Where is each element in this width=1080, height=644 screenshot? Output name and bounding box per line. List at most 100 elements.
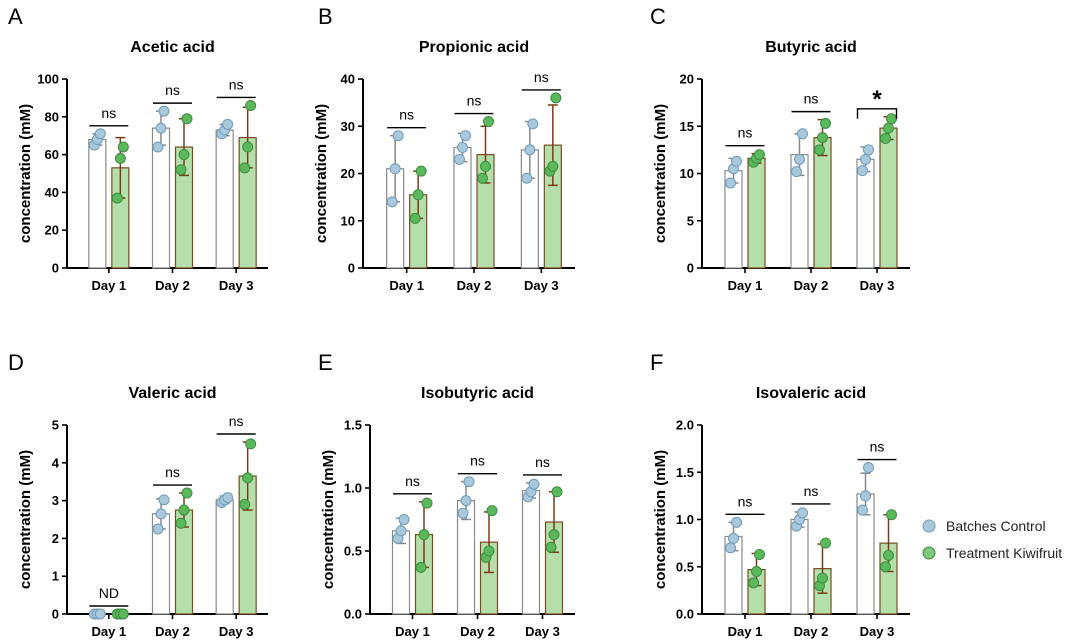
significance-label: ns [467, 93, 482, 109]
data-point-treatment [117, 141, 129, 153]
x-tick-label: Day 1 [395, 624, 430, 639]
data-point-control [863, 462, 874, 474]
significance-label: ns [405, 473, 420, 489]
panel-c: C Butyric acid concentration (mM) 0 5 10 15 20 D… [650, 4, 910, 293]
x-tick-label: Day 2 [155, 278, 190, 293]
chart-title: Isobutyric acid [421, 385, 534, 402]
y-axis-label: concentration (mM) [17, 450, 34, 589]
chart-title: Isovaleric acid [756, 385, 866, 402]
data-point-control [457, 507, 469, 519]
data-point-treatment [415, 561, 427, 573]
y-tick-label: 10 [341, 213, 355, 228]
y-tick-label: 30 [341, 119, 355, 134]
panel-letter: C [650, 4, 666, 29]
data-point-treatment [886, 113, 897, 125]
data-point-treatment [418, 529, 430, 541]
x-tick-label: Day 1 [728, 624, 763, 639]
chart-title: Valeric acid [128, 385, 216, 402]
significance-label: ns [229, 76, 244, 92]
y-tick-label: 1.0 [676, 512, 694, 527]
data-point-treatment [477, 172, 488, 184]
legend-marker-treatment [922, 546, 936, 560]
data-point-treatment [820, 537, 831, 549]
data-point-control [857, 504, 868, 516]
y-tick-label: 0 [348, 261, 355, 276]
x-tick-label: Day 3 [524, 278, 559, 293]
x-tick-label: Day 1 [728, 278, 763, 293]
data-point-control [460, 130, 471, 142]
data-point-control [152, 141, 164, 153]
significance-label: ns [535, 454, 550, 470]
significance-label: ns [165, 464, 180, 480]
panel-letter: E [318, 350, 333, 375]
data-point-treatment [820, 117, 831, 129]
bar-treatment [813, 136, 832, 269]
y-tick-label: 10 [680, 166, 694, 181]
y-tick-label: 40 [45, 185, 59, 200]
x-tick-label: Day 3 [860, 624, 895, 639]
y-tick-label: 1.5 [676, 465, 694, 480]
data-point-control [158, 105, 170, 117]
data-point-control [794, 153, 805, 165]
data-point-treatment [242, 141, 254, 153]
x-tick-label: Day 2 [155, 624, 190, 639]
data-point-treatment [409, 212, 421, 224]
x-tick-label: Day 3 [860, 278, 895, 293]
data-point-control [857, 165, 868, 177]
significance-label: ns [399, 107, 414, 123]
y-tick-label: 100 [37, 72, 59, 87]
legend-label-treatment: Treatment Kiwifruit [946, 545, 1062, 561]
data-point-treatment [239, 162, 251, 174]
data-point-treatment [817, 132, 828, 144]
y-tick-label: 1 [52, 569, 59, 584]
data-point-treatment [886, 509, 897, 521]
data-point-treatment [817, 572, 828, 584]
data-point-control [389, 163, 401, 175]
data-point-control [797, 507, 808, 519]
panel-d: D Valeric acid concentration (mM) 0 1 2 3 4 5 Day… [8, 350, 268, 639]
significance-label: ns [738, 493, 753, 509]
y-tick-label: 5 [52, 418, 59, 433]
significance-label: ns [101, 105, 116, 121]
data-point-control [222, 492, 234, 504]
data-point-control [728, 532, 739, 544]
data-point-treatment [883, 549, 894, 561]
data-point-treatment [880, 133, 891, 145]
data-point-control [94, 128, 106, 140]
data-point-control [528, 478, 540, 490]
data-point-treatment [114, 152, 126, 164]
data-point-treatment [880, 561, 891, 573]
y-tick-label: 2 [52, 531, 59, 546]
data-point-treatment [547, 160, 559, 172]
data-point-treatment [412, 189, 424, 201]
legend-marker-control [922, 519, 936, 533]
y-tick-label: 20 [680, 72, 694, 87]
y-tick-label: 0.5 [344, 544, 362, 559]
panel-e: E Isobutyric acid concentration (mM) 0.0 0.5… [318, 350, 575, 639]
panel-letter: A [8, 4, 23, 29]
data-point-treatment [117, 608, 129, 620]
y-axis-label: concentration (mM) [313, 104, 330, 243]
bar-control [521, 489, 541, 615]
bar-treatment [879, 127, 898, 269]
data-point-control [392, 130, 404, 142]
x-tick-label: Day 2 [457, 278, 492, 293]
data-point-control [463, 476, 475, 488]
data-point-control [791, 166, 802, 178]
data-point-control [386, 196, 398, 208]
significance-label: ns [470, 453, 485, 469]
data-point-treatment [814, 144, 825, 156]
x-tick-label: Day 3 [219, 624, 254, 639]
legend: Batches Control Treatment Kiwifruit [922, 518, 1062, 561]
bar-treatment [747, 157, 766, 269]
data-point-treatment [175, 164, 187, 176]
x-tick-label: Day 2 [460, 624, 495, 639]
y-tick-label: 20 [45, 223, 59, 238]
significance-label: ND [99, 585, 119, 601]
data-point-treatment [748, 577, 759, 589]
data-point-treatment [178, 504, 190, 516]
y-tick-label: 60 [45, 147, 59, 162]
data-point-treatment [181, 113, 193, 125]
